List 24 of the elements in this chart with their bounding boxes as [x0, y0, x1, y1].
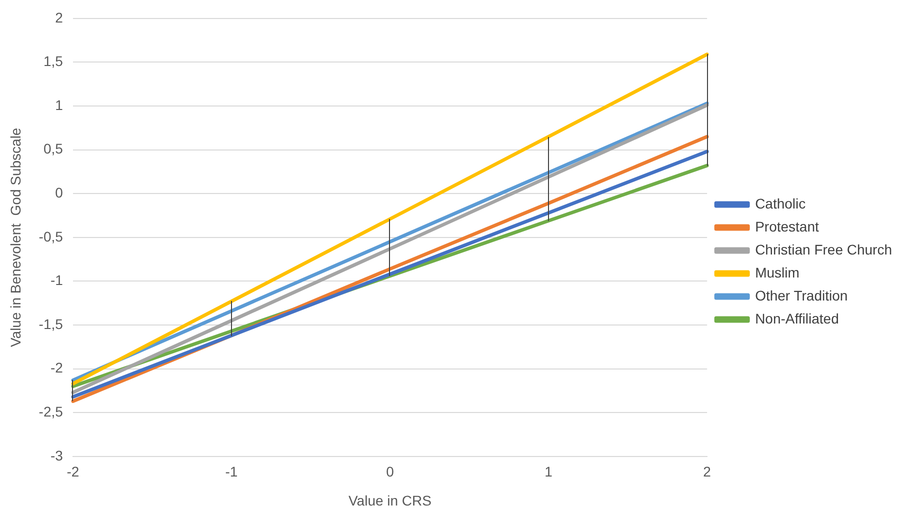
y-axis-title: Value in Benevolent God Subscale: [7, 128, 24, 348]
x-tick-label: -2: [66, 464, 80, 480]
y-tick-label: 2: [55, 9, 64, 26]
x-axis-title: Value in CRS: [348, 492, 432, 508]
x-tick-label: 2: [703, 464, 712, 480]
y-tick-label: 0,5: [43, 140, 64, 157]
legend-label: Other Tradition: [755, 287, 848, 304]
y-tick-label: -0,5: [38, 228, 64, 244]
y-tick-label: -1: [50, 272, 64, 288]
y-tick-label: -3: [50, 447, 64, 464]
y-tick-label: 1: [55, 96, 64, 113]
x-tick-label: -1: [225, 464, 238, 480]
legend-label: Protestant: [755, 218, 819, 234]
legend-label: Christian Free Church: [755, 241, 892, 258]
legend-label: Muslim: [755, 264, 800, 280]
y-tick-label: -2,5: [38, 403, 64, 420]
x-tick-label: 0: [386, 464, 394, 480]
legend-label: Non-Affiliated: [755, 310, 839, 326]
y-tick-label: 0: [55, 184, 64, 200]
y-tick-label: 1,5: [43, 53, 64, 70]
y-tick-label: -2: [50, 360, 64, 376]
y-tick-label: -1,5: [38, 316, 64, 332]
x-tick-label: 1: [544, 464, 553, 480]
legend-label: Catholic: [755, 195, 806, 212]
